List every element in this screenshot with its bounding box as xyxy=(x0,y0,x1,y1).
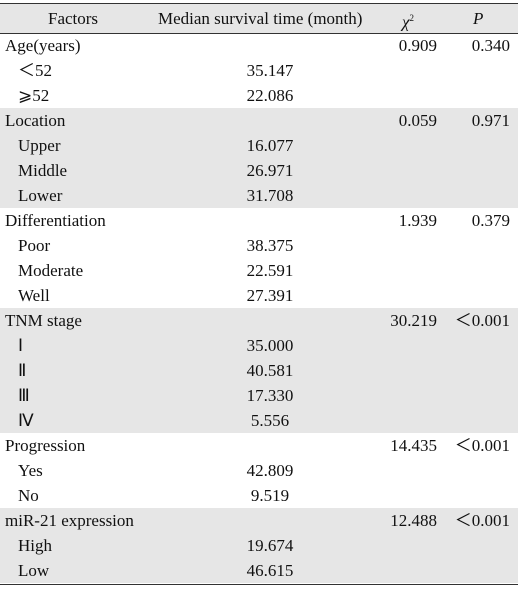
chi-sup: 2 xyxy=(409,13,414,23)
p-value: 0.340 xyxy=(471,36,510,55)
header-row: Factors Median survival time (month) χ2 … xyxy=(0,3,518,34)
group-row: Location 0.059 0.971 xyxy=(0,108,518,133)
p-value: 0.379 xyxy=(471,211,510,230)
sub-label: Ⅳ xyxy=(18,411,34,430)
sub-row: No 9.519 xyxy=(0,483,518,508)
sub-label: Low xyxy=(18,561,50,580)
sub-label: Ⅲ xyxy=(18,386,30,405)
median-value: 35.000 xyxy=(246,336,294,355)
median-value: 38.375 xyxy=(246,236,294,255)
header-factors: Factors xyxy=(48,9,99,28)
median-value: 22.086 xyxy=(246,86,294,105)
p-value: ＜0.001 xyxy=(454,311,510,330)
sub-row: Ⅲ 17.330 xyxy=(0,383,518,408)
sub-row: Yes 42.809 xyxy=(0,458,518,483)
factor-label: miR-21 expression xyxy=(5,511,134,530)
median-value: 9.519 xyxy=(250,486,290,505)
factor-label: TNM stage xyxy=(5,311,82,330)
median-value: 5.556 xyxy=(250,411,290,430)
chi-value: 30.219 xyxy=(390,311,437,330)
group-row: Age(years) 0.909 0.340 xyxy=(0,33,518,58)
sub-row: Lower 31.708 xyxy=(0,183,518,208)
sub-label: Ⅰ xyxy=(18,336,24,355)
median-value: 40.581 xyxy=(246,361,294,380)
sub-label: High xyxy=(18,536,52,555)
group-row: Progression 14.435 ＜0.001 xyxy=(0,433,518,458)
median-value: 19.674 xyxy=(246,536,294,555)
sub-label: Upper xyxy=(18,136,61,155)
group-row: TNM stage 30.219 ＜0.001 xyxy=(0,308,518,333)
header-p: P xyxy=(473,9,484,28)
p-value: ＜0.001 xyxy=(454,511,510,530)
chi-value: 0.059 xyxy=(398,111,437,130)
sub-label: ⩾52 xyxy=(18,86,50,105)
factor-label: Differentiation xyxy=(5,211,106,230)
sub-label: Yes xyxy=(18,461,43,480)
factor-label: Location xyxy=(5,111,66,130)
factor-label: Progression xyxy=(5,436,86,455)
p-value: 0.971 xyxy=(471,111,510,130)
sub-label: No xyxy=(18,486,39,505)
median-value: 16.077 xyxy=(246,136,294,155)
chi-value: 12.488 xyxy=(390,511,437,530)
sub-label: Ⅱ xyxy=(18,361,27,380)
sub-row: Middle 26.971 xyxy=(0,158,518,183)
chi-value: 14.435 xyxy=(390,436,437,455)
p-value: ＜0.001 xyxy=(454,436,510,455)
sub-label: Middle xyxy=(18,161,68,180)
chi-symbol: χ xyxy=(402,12,410,32)
bottom-rule xyxy=(0,584,518,585)
median-value: 27.391 xyxy=(246,286,294,305)
median-value: 17.330 xyxy=(246,386,294,405)
sub-label: Moderate xyxy=(18,261,84,280)
sub-row: Ⅱ 40.581 xyxy=(0,358,518,383)
sub-row: Low 46.615 xyxy=(0,558,518,583)
factor-label: Age(years) xyxy=(5,36,81,55)
median-value: 46.615 xyxy=(246,561,294,580)
sub-row: Ⅳ 5.556 xyxy=(0,408,518,433)
sub-row: Poor 38.375 xyxy=(0,233,518,258)
sub-row: High 19.674 xyxy=(0,533,518,558)
median-value: 31.708 xyxy=(246,186,294,205)
group-row: miR-21 expression 12.488 ＜0.001 xyxy=(0,508,518,533)
sub-label: ＜52 xyxy=(18,61,52,80)
chi-value: 0.909 xyxy=(398,36,437,55)
median-value: 26.971 xyxy=(246,161,294,180)
chi-value: 1.939 xyxy=(398,211,437,230)
sub-label: Poor xyxy=(18,236,51,255)
median-value: 22.591 xyxy=(246,261,294,280)
sub-row: ＜52 35.147 xyxy=(0,58,518,83)
group-row: Differentiation 1.939 0.379 xyxy=(0,208,518,233)
sub-row: ⩾52 22.086 xyxy=(0,83,518,108)
median-value: 42.809 xyxy=(246,461,294,480)
header-chi: χ2 xyxy=(402,4,414,37)
sub-label: Well xyxy=(18,286,50,305)
sub-label: Lower xyxy=(18,186,63,205)
sub-row: Upper 16.077 xyxy=(0,133,518,158)
median-value: 35.147 xyxy=(246,61,294,80)
header-median: Median survival time (month) xyxy=(158,9,363,28)
sub-row: Moderate 22.591 xyxy=(0,258,518,283)
sub-row: Well 27.391 xyxy=(0,283,518,308)
sub-row: Ⅰ 35.000 xyxy=(0,333,518,358)
